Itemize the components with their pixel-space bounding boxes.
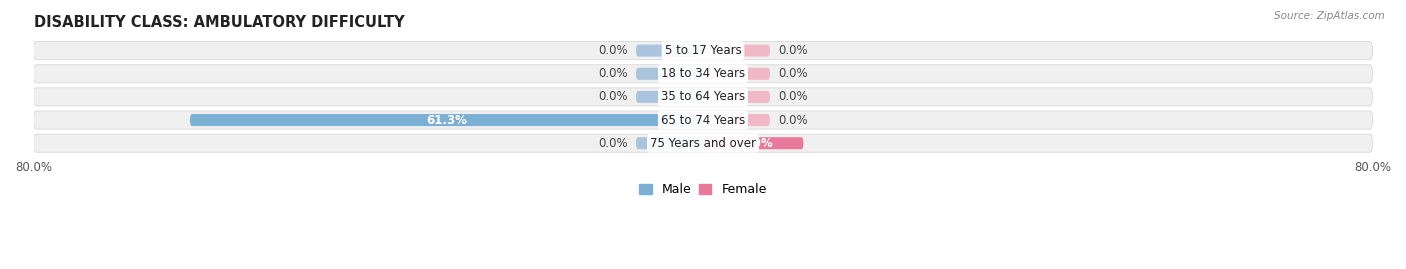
FancyBboxPatch shape xyxy=(703,137,803,149)
FancyBboxPatch shape xyxy=(703,45,770,57)
Text: 5 to 17 Years: 5 to 17 Years xyxy=(665,44,741,57)
FancyBboxPatch shape xyxy=(703,68,770,80)
Text: 75 Years and over: 75 Years and over xyxy=(650,137,756,150)
FancyBboxPatch shape xyxy=(703,114,770,126)
FancyBboxPatch shape xyxy=(34,65,1372,83)
Text: 0.0%: 0.0% xyxy=(779,90,808,103)
FancyBboxPatch shape xyxy=(34,42,1372,60)
Text: 0.0%: 0.0% xyxy=(598,137,627,150)
Text: 35 to 64 Years: 35 to 64 Years xyxy=(661,90,745,103)
Text: 0.0%: 0.0% xyxy=(598,67,627,80)
FancyBboxPatch shape xyxy=(34,134,1372,152)
FancyBboxPatch shape xyxy=(636,68,703,80)
Text: 65 to 74 Years: 65 to 74 Years xyxy=(661,114,745,127)
FancyBboxPatch shape xyxy=(34,88,1372,106)
Text: 0.0%: 0.0% xyxy=(779,67,808,80)
Text: 0.0%: 0.0% xyxy=(598,44,627,57)
FancyBboxPatch shape xyxy=(703,91,770,103)
Text: 18 to 34 Years: 18 to 34 Years xyxy=(661,67,745,80)
Text: Source: ZipAtlas.com: Source: ZipAtlas.com xyxy=(1274,11,1385,21)
Text: DISABILITY CLASS: AMBULATORY DIFFICULTY: DISABILITY CLASS: AMBULATORY DIFFICULTY xyxy=(34,15,404,30)
Text: 0.0%: 0.0% xyxy=(598,90,627,103)
FancyBboxPatch shape xyxy=(190,114,703,126)
FancyBboxPatch shape xyxy=(636,137,703,149)
Text: 0.0%: 0.0% xyxy=(779,114,808,127)
Text: 61.3%: 61.3% xyxy=(426,114,467,127)
FancyBboxPatch shape xyxy=(636,45,703,57)
FancyBboxPatch shape xyxy=(34,111,1372,129)
FancyBboxPatch shape xyxy=(636,91,703,103)
Text: 0.0%: 0.0% xyxy=(779,44,808,57)
Legend: Male, Female: Male, Female xyxy=(634,178,772,201)
Text: 12.0%: 12.0% xyxy=(733,137,773,150)
